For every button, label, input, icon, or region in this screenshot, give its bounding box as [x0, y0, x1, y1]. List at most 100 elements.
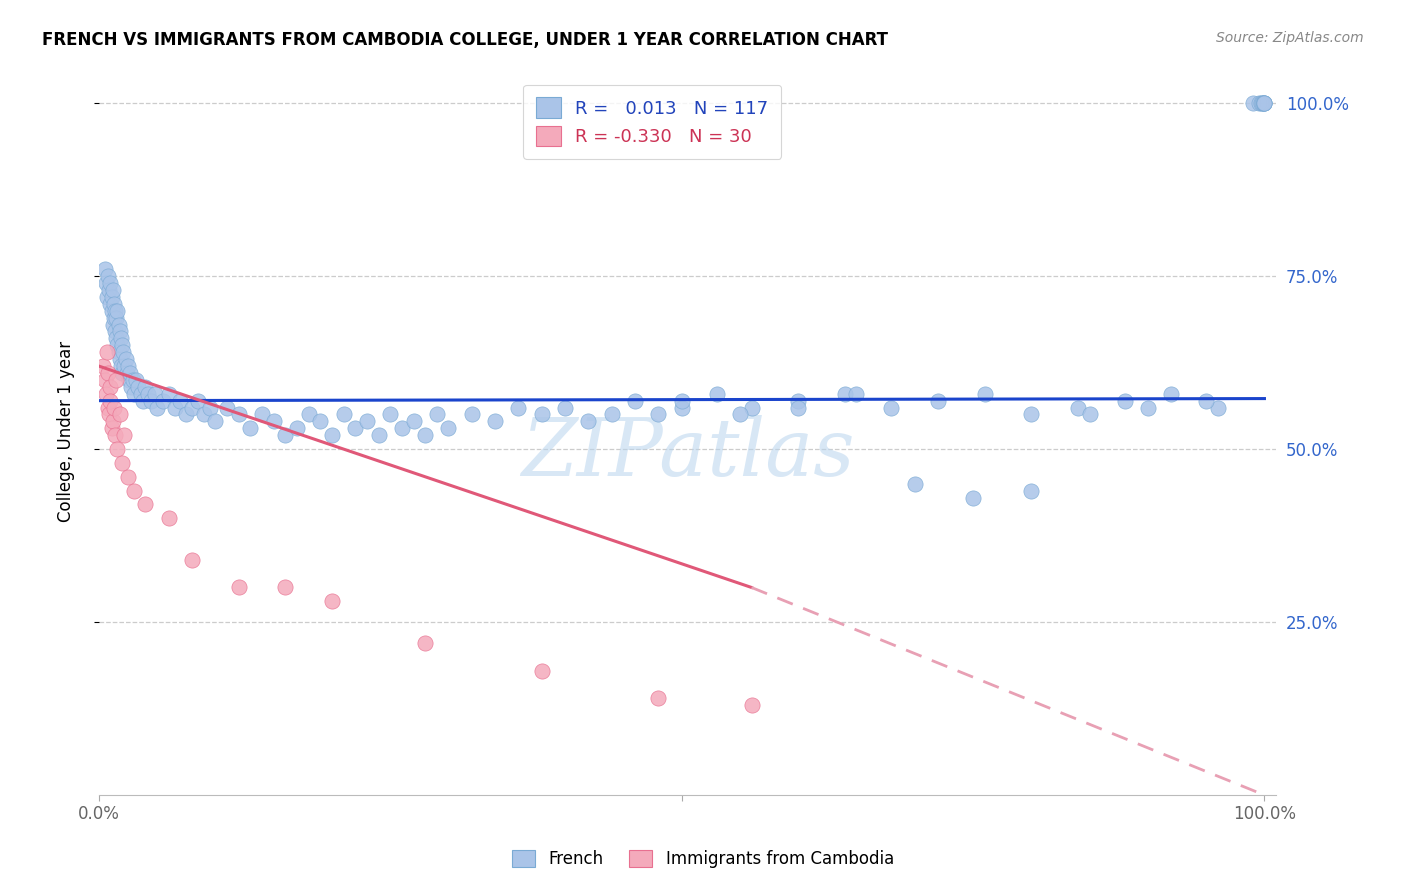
Point [96, 345, 118, 359]
Point [114, 352, 136, 367]
Point [671, 393, 693, 408]
Point [134, 380, 156, 394]
Point [787, 401, 810, 415]
Point [105, 373, 128, 387]
Point [104, 428, 127, 442]
Point [193, 408, 215, 422]
Point [118, 373, 141, 387]
Point [121, 373, 143, 387]
Text: Source: ZipAtlas.com: Source: ZipAtlas.com [1216, 31, 1364, 45]
Point [107, 303, 129, 318]
Point [787, 393, 810, 408]
Point [1021, 483, 1043, 498]
Point [927, 393, 949, 408]
Point [1114, 393, 1136, 408]
Point [181, 553, 204, 567]
Point [228, 408, 250, 422]
Legend: R =   0.013   N = 117, R = -0.330   N = 30: R = 0.013 N = 117, R = -0.330 N = 30 [523, 85, 782, 159]
Point [105, 331, 128, 345]
Point [1206, 401, 1229, 415]
Point [706, 386, 728, 401]
Point [110, 359, 132, 373]
Point [105, 310, 128, 325]
Point [112, 345, 135, 359]
Point [344, 421, 367, 435]
Point [1160, 386, 1182, 401]
Point [104, 325, 127, 339]
Point [181, 401, 204, 415]
Point [728, 408, 751, 422]
Point [576, 414, 599, 428]
Point [157, 386, 180, 401]
Point [117, 359, 139, 373]
Point [274, 581, 297, 595]
Point [134, 498, 156, 512]
Point [973, 386, 995, 401]
Point [554, 401, 576, 415]
Point [461, 408, 484, 422]
Point [96, 290, 118, 304]
Point [97, 366, 120, 380]
Point [98, 283, 121, 297]
Point [111, 456, 134, 470]
Point [103, 401, 125, 415]
Point [367, 428, 389, 442]
Point [321, 594, 343, 608]
Point [285, 421, 308, 435]
Point [100, 303, 122, 318]
Point [1078, 408, 1101, 422]
Point [402, 414, 425, 428]
Point [114, 359, 136, 373]
Point [741, 401, 763, 415]
Point [100, 297, 122, 311]
Point [530, 664, 553, 678]
Point [880, 401, 903, 415]
Point [215, 401, 238, 415]
Point [1253, 96, 1275, 111]
Point [108, 352, 131, 367]
Point [108, 325, 131, 339]
Point [93, 262, 115, 277]
Point [530, 408, 553, 422]
Point [309, 414, 332, 428]
Point [297, 408, 319, 422]
Point [600, 408, 623, 422]
Point [228, 581, 250, 595]
Point [101, 283, 124, 297]
Point [157, 511, 180, 525]
Point [143, 386, 166, 401]
Point [263, 414, 285, 428]
Point [122, 386, 145, 401]
Point [103, 310, 125, 325]
Point [93, 359, 115, 373]
Point [101, 414, 124, 428]
Point [356, 414, 378, 428]
Legend: French, Immigrants from Cambodia: French, Immigrants from Cambodia [506, 843, 900, 875]
Point [904, 476, 927, 491]
Point [100, 290, 122, 304]
Point [107, 345, 129, 359]
Point [250, 408, 273, 422]
Point [1021, 408, 1043, 422]
Point [146, 401, 169, 415]
Point [103, 297, 125, 311]
Point [321, 428, 343, 442]
Point [97, 269, 120, 284]
Point [1067, 401, 1090, 415]
Point [508, 401, 530, 415]
Point [152, 393, 174, 408]
Point [115, 366, 138, 380]
Point [332, 408, 354, 422]
Point [122, 483, 145, 498]
Point [962, 491, 984, 505]
Point [107, 338, 129, 352]
Point [108, 408, 131, 422]
Point [1251, 96, 1274, 111]
Point [94, 386, 117, 401]
Text: ZIPatlas: ZIPatlas [520, 415, 855, 492]
Point [141, 393, 163, 408]
Point [107, 318, 129, 332]
Point [98, 408, 121, 422]
Point [163, 401, 186, 415]
Point [845, 386, 868, 401]
